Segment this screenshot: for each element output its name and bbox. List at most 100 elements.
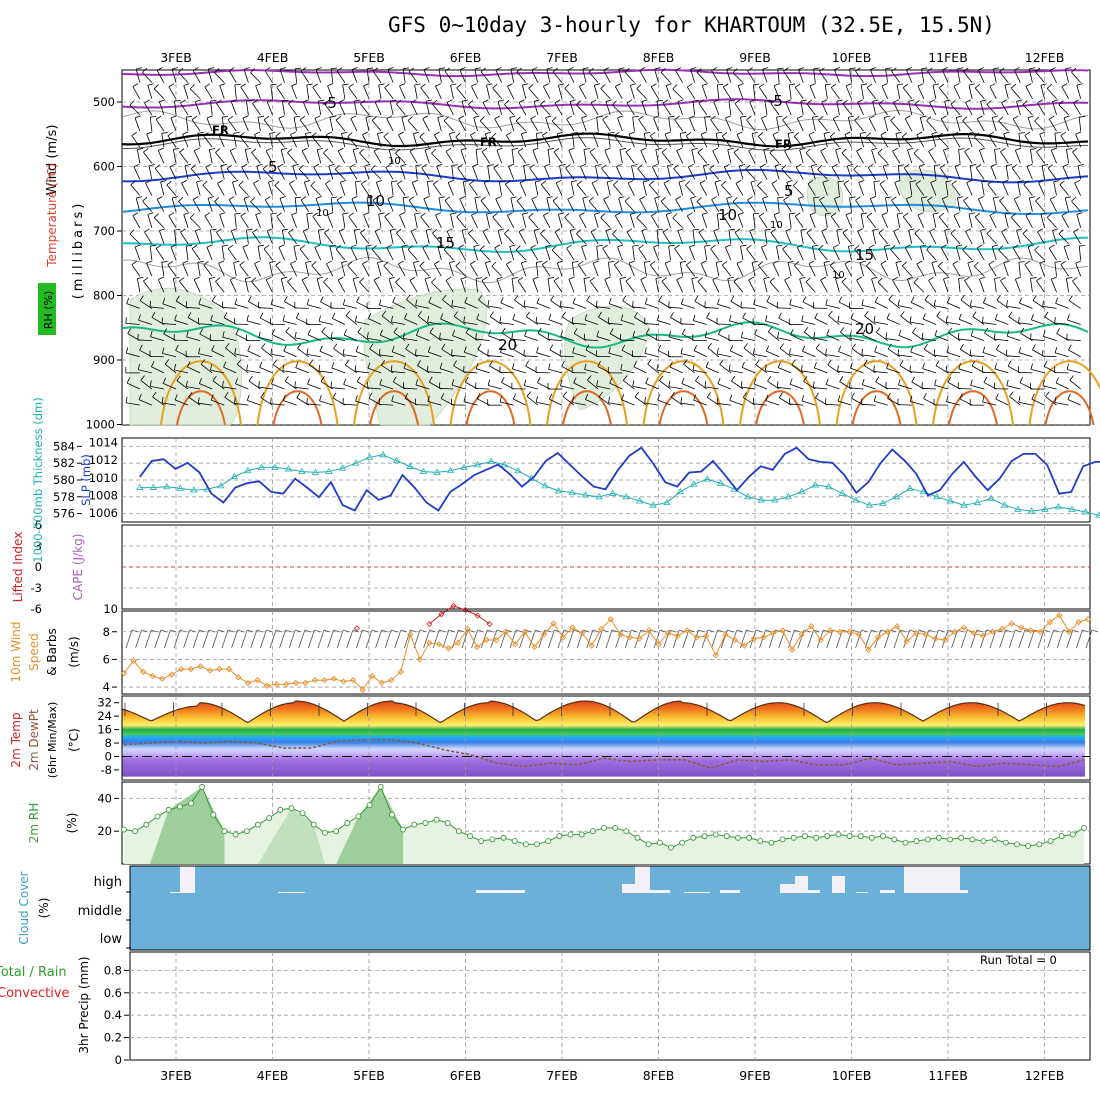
wind-barb-flag <box>170 115 177 119</box>
precip-tick: 0.4 <box>104 1008 122 1022</box>
rh-point <box>991 836 998 843</box>
wind10-barb <box>557 629 565 649</box>
wind-barb <box>809 214 816 228</box>
wind-barb-flag <box>644 396 647 404</box>
wind-barb <box>621 399 635 406</box>
wind-barb-flag <box>545 115 552 119</box>
wind-barb-flag <box>492 212 498 218</box>
wind-barb-flag <box>198 347 201 354</box>
wind-barb <box>444 200 454 212</box>
wind-barb-flag <box>641 228 648 232</box>
wind-barb <box>415 305 430 309</box>
wind-barb <box>712 150 720 164</box>
wind-barb-flag <box>142 196 148 202</box>
wind-barb <box>614 86 623 99</box>
wind-barb-flag <box>376 179 383 183</box>
wind-barb <box>198 323 213 325</box>
wind-barb-flag <box>207 196 214 199</box>
wind-barb-flag <box>898 379 901 386</box>
wind-barb <box>497 101 503 116</box>
wind-barb <box>892 151 901 164</box>
wind-barb <box>893 231 901 245</box>
wind-barb <box>317 230 322 244</box>
wind-barb-flag <box>732 197 738 203</box>
contour-25 <box>1028 360 1100 426</box>
wind-barb <box>484 133 491 148</box>
wind-barb <box>927 200 937 212</box>
wind-barb-flag <box>500 297 504 304</box>
wind-barb <box>299 248 310 261</box>
wind-barb-flag <box>855 67 861 72</box>
wind-barb-flag <box>129 100 135 106</box>
wind-barb-flag <box>281 147 288 151</box>
wind-barb <box>721 135 732 148</box>
wind-barb-flag <box>391 315 393 322</box>
wind-barb-flag <box>1075 131 1082 135</box>
wind-barb <box>636 88 647 100</box>
wind-barb-flag <box>776 115 783 118</box>
wind-barb-flag <box>873 315 876 322</box>
wind-barb-flag <box>823 260 830 263</box>
wind-barb-flag <box>580 163 587 167</box>
wind-barb <box>313 167 322 180</box>
wind-barb <box>979 278 985 293</box>
wind-barb <box>369 348 382 358</box>
wind-barb <box>576 104 587 116</box>
wind-barb-flag <box>1039 260 1046 264</box>
panel8-frame <box>129 951 1091 1061</box>
wind-barb <box>264 199 273 212</box>
wind-barb <box>641 101 647 116</box>
wind-barb <box>205 166 213 180</box>
wind-barb-flag <box>287 277 293 283</box>
wind-barb-flag <box>252 99 258 104</box>
rh-point <box>377 783 384 790</box>
wind-barb <box>181 182 189 196</box>
wind10-point <box>1027 627 1034 634</box>
wind-barb-flag <box>850 313 854 319</box>
rh-shade-area <box>899 169 956 213</box>
wind10-point <box>788 646 796 653</box>
wind-barb <box>333 348 346 358</box>
wind-barb <box>912 332 925 341</box>
wind-barb <box>953 86 961 99</box>
wind-barb-flag <box>981 180 988 183</box>
wind-barb-flag <box>429 327 434 333</box>
wind-barb <box>183 85 189 99</box>
wind-barb-flag <box>198 298 202 305</box>
temp-tick: 8 <box>105 736 112 750</box>
wind-barb-flag <box>255 83 262 86</box>
wind-barb-flag <box>402 67 409 70</box>
wind-barb <box>632 385 647 390</box>
wind-barb <box>1058 104 1069 116</box>
wind-barb <box>407 120 418 132</box>
wind-barb <box>769 281 780 293</box>
wind-barb <box>386 118 394 132</box>
wind-barb <box>379 304 394 309</box>
wind-barb <box>136 149 141 164</box>
wind-barb <box>1030 339 1045 342</box>
wind-barb-flag <box>692 314 696 321</box>
wind-barb <box>511 149 515 164</box>
wind-barb-flag <box>600 84 606 89</box>
wind10-barb-flag <box>861 629 868 633</box>
wind-barb <box>820 279 828 293</box>
wind-barb <box>533 230 539 245</box>
wind-barb <box>379 384 394 390</box>
wind-barb-flag <box>608 261 615 263</box>
wind-barb <box>1007 335 1021 342</box>
wind-barb-flag <box>402 196 409 199</box>
wind-barb-flag <box>290 260 297 264</box>
wind-barb-flag <box>998 245 1004 251</box>
wind-barb <box>378 213 382 228</box>
contour-25 <box>449 360 532 426</box>
wind-barb-flag <box>584 314 588 321</box>
wind-barb-flag <box>777 331 780 338</box>
wind-barb <box>234 403 249 406</box>
wind-barb <box>787 262 792 277</box>
wind-barb <box>154 168 165 180</box>
wind-barb <box>478 299 490 309</box>
wind-barb-flag <box>913 277 919 283</box>
wind-barb-flag <box>325 180 331 184</box>
wind-barb <box>384 216 394 229</box>
wind10-barb-flag <box>487 629 494 633</box>
